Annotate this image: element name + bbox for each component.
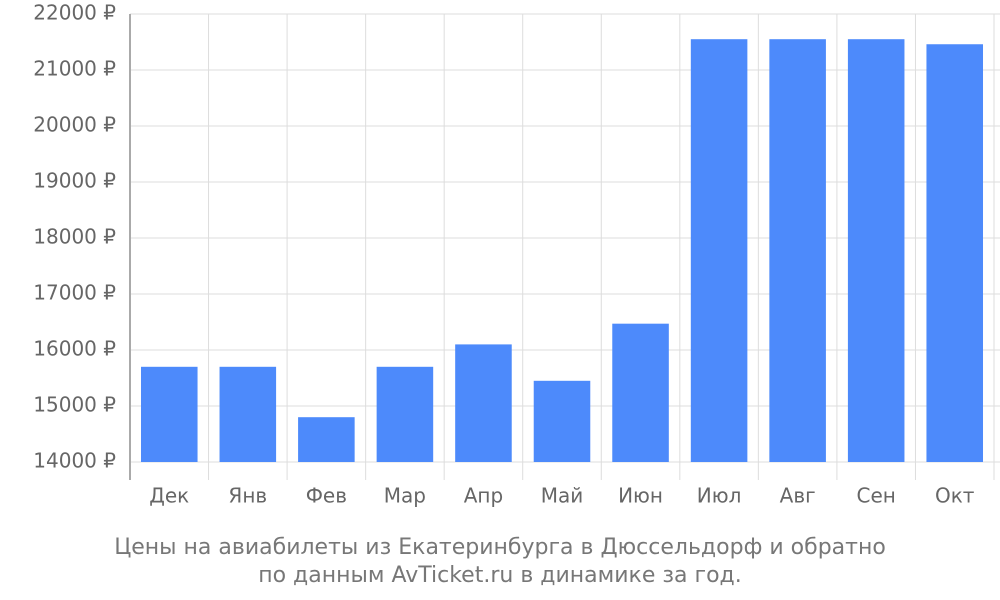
bar: [533, 380, 591, 462]
y-tick-label: 20000 ₽: [33, 113, 116, 137]
bar: [926, 44, 984, 463]
y-tick-label: 15000 ₽: [33, 393, 116, 417]
y-tick-label: 16000 ₽: [33, 337, 116, 361]
y-tick-label: 17000 ₽: [33, 281, 116, 305]
y-tick-label: 14000 ₽: [33, 449, 116, 473]
x-tick-label: Дек: [149, 484, 189, 508]
x-tick-label: Окт: [935, 484, 975, 508]
x-tick-label: Июн: [618, 484, 663, 508]
bar: [847, 39, 905, 462]
y-tick-label: 19000 ₽: [33, 169, 116, 193]
bar: [298, 417, 355, 462]
x-tick-label: Авг: [780, 484, 816, 508]
bar: [455, 344, 512, 462]
y-tick-label: 21000 ₽: [33, 57, 116, 81]
y-tick-label: 22000 ₽: [33, 1, 116, 25]
x-tick-label: Май: [541, 484, 584, 508]
bar: [219, 366, 277, 462]
bar: [140, 366, 198, 462]
bar: [769, 39, 826, 462]
x-tick-label: Фев: [306, 484, 347, 508]
x-tick-label: Июл: [697, 484, 742, 508]
y-tick-label: 18000 ₽: [33, 225, 116, 249]
x-tick-label: Мар: [384, 484, 426, 508]
chart-title: по данным AvTicket.ru в динамике за год.: [258, 563, 742, 588]
x-tick-label: Апр: [464, 484, 503, 508]
x-tick-label: Янв: [228, 484, 267, 508]
chart-title: Цены на авиабилеты из Екатеринбурга в Дю…: [114, 535, 886, 560]
bar: [612, 323, 669, 462]
bar: [376, 366, 434, 462]
x-tick-label: Сен: [857, 484, 896, 508]
bar: [690, 39, 748, 462]
